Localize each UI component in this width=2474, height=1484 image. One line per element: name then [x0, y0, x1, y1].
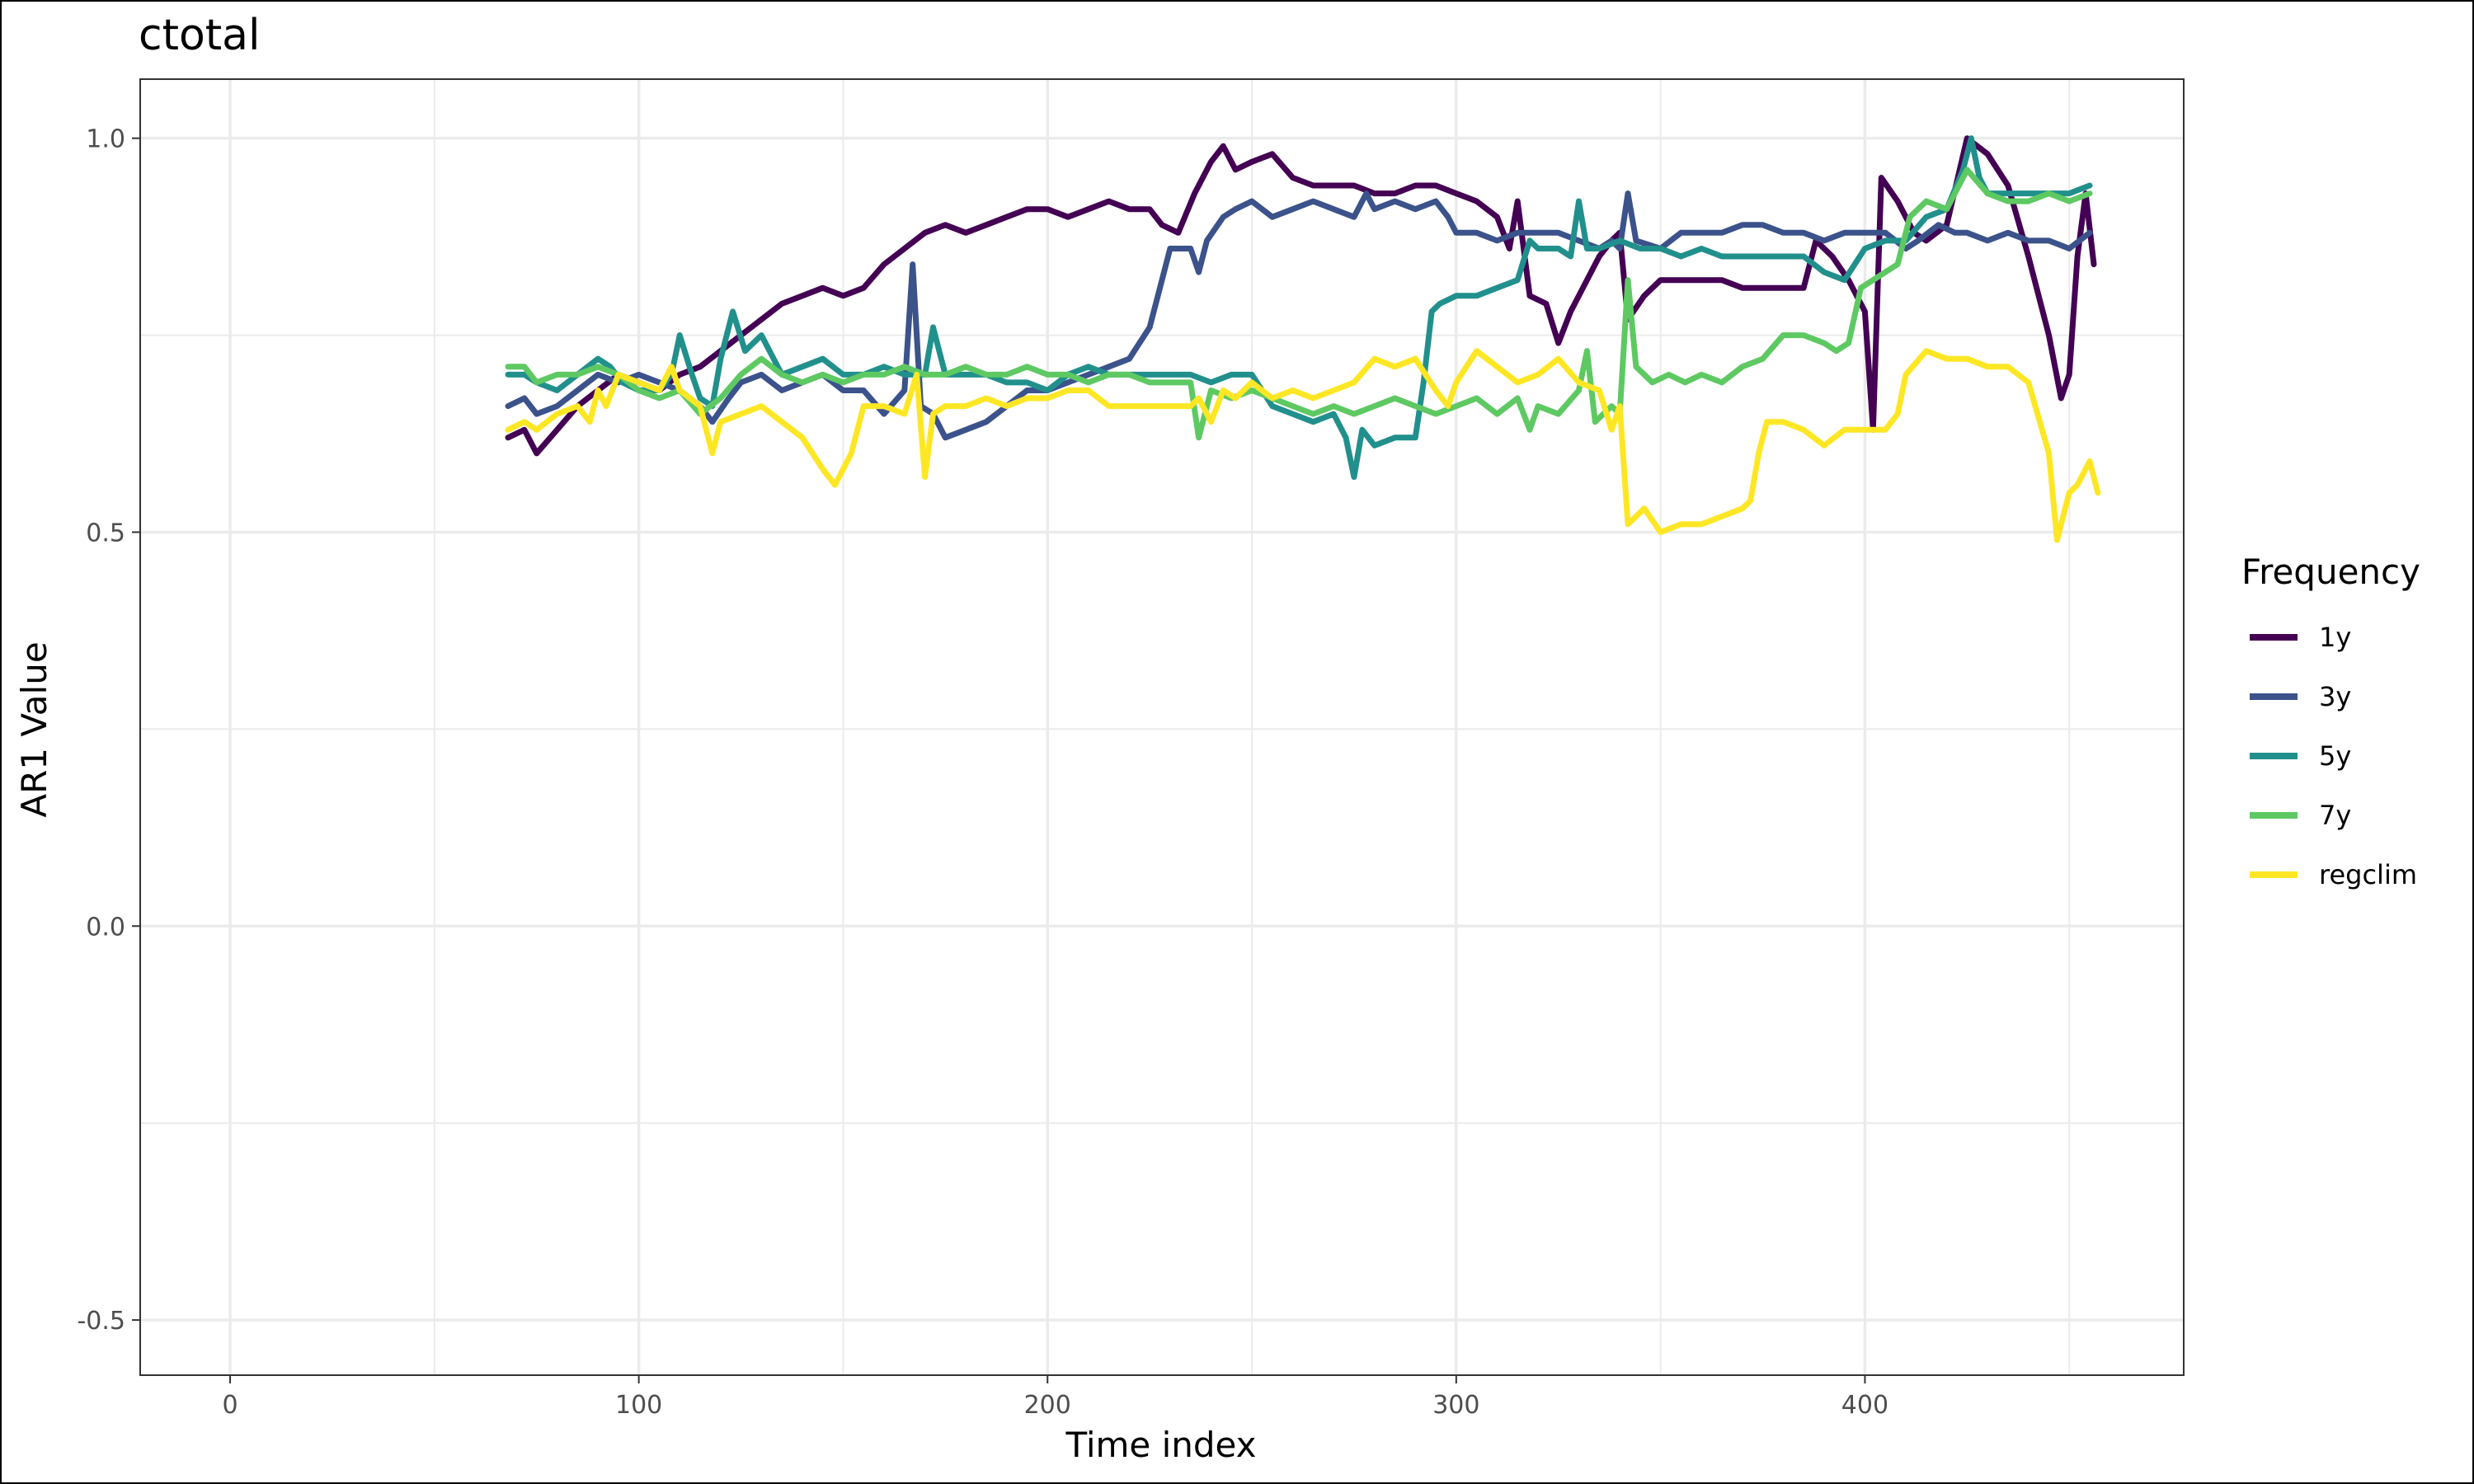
x-tick-label: 200: [1024, 1391, 1071, 1420]
x-tick-label: 100: [615, 1391, 662, 1420]
y-tick-label: 0.0: [86, 913, 125, 942]
legend-label-7y: 7y: [2319, 800, 2351, 831]
panel-border: [139, 78, 2185, 1376]
x-tick-label: 0: [222, 1391, 238, 1420]
legend-label-regclim: regclim: [2319, 859, 2417, 890]
y-tick-label: -0.5: [77, 1307, 125, 1336]
y-tick-label: 0.5: [86, 519, 125, 547]
y-axis-ticks: -0.5 0.0 0.5 1.0: [77, 125, 140, 1336]
series-line-regclim: [505, 348, 2101, 543]
x-axis-ticks: 0 100 200 300 400: [222, 1375, 1888, 1420]
legend-items: 1y 3y 5y 7y regclim: [2250, 622, 2417, 890]
x-axis-title: Time index: [1065, 1425, 1256, 1465]
legend-label-3y: 3y: [2319, 681, 2351, 712]
series-line-3y: [505, 190, 2093, 441]
y-axis-title: AR1 Value: [14, 641, 54, 817]
x-tick-label: 400: [1841, 1391, 1888, 1420]
chart-title: ctotal: [139, 11, 261, 60]
y-tick-label: 1.0: [86, 125, 125, 154]
legend-label-1y: 1y: [2319, 622, 2351, 653]
legend-title: Frequency: [2241, 552, 2420, 592]
legend-label-5y: 5y: [2319, 740, 2351, 772]
series-line-7y: [505, 167, 2093, 441]
x-tick-label: 300: [1432, 1391, 1479, 1420]
series-line-5y: [505, 135, 2093, 481]
series-lines: [505, 135, 2101, 543]
legend: Frequency 1y 3y 5y 7y regclim: [2241, 552, 2420, 890]
